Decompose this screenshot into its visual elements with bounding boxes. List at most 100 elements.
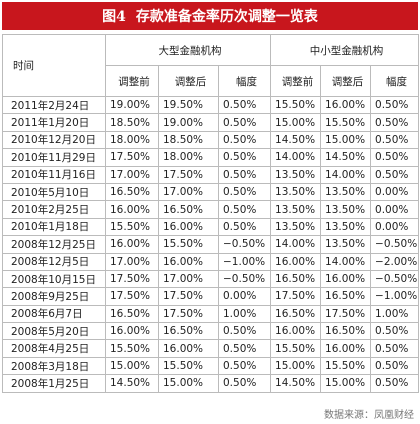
rate-cell: 0.50%: [217, 130, 272, 150]
rate-cell: 17.50%: [320, 304, 372, 324]
date-cell: 2008年4月25日: [2, 339, 106, 358]
column-header: 调整后: [158, 65, 219, 97]
rate-cell: 16.50%: [320, 287, 372, 306]
table-row: 2008年3月18日 15.00% 15.50% 0.50% 15.00% 15.50% 0…: [2, 356, 420, 376]
rate-cell: 14.50%: [320, 148, 372, 167]
date-cell: 2008年5月20日: [2, 322, 106, 341]
data-table: 时间 大型金融机构 中小型金融机构 调整前 调整后 幅度 调整前 调整后 幅度 2011年…: [2, 34, 420, 393]
rate-cell: 16.00%: [158, 339, 219, 358]
rate-cell: 0.50%: [217, 113, 272, 132]
rate-cell: −2.00%: [370, 252, 420, 271]
rate-cell: 0.50%: [370, 339, 420, 358]
rate-cell: 19.00%: [105, 95, 159, 115]
rate-cell: 16.00%: [105, 200, 159, 219]
rate-cell: 15.00%: [158, 374, 219, 393]
rate-cell: 13.50%: [270, 165, 322, 184]
rate-cell: 14.00%: [270, 235, 322, 254]
rate-cell: 15.00%: [270, 113, 322, 132]
table-row: 2008年12月5日 17.00% 16.00% −1.00% 16.00% 14.00%…: [2, 252, 420, 271]
rate-cell: 13.50%: [270, 182, 322, 202]
table-row: 2008年4月25日 15.50% 16.00% 0.50% 15.50% 16.00% 0…: [2, 339, 420, 358]
table-row: 2008年6月7日 16.50% 17.50% 1.00% 16.50% 17.50% 1.…: [2, 304, 420, 324]
rate-cell: 0.50%: [217, 95, 272, 115]
rate-cell: 16.50%: [270, 304, 322, 324]
rate-cell: 0.50%: [217, 356, 272, 376]
rate-cell: 16.00%: [270, 252, 322, 271]
date-cell: 2010年2月25日: [2, 200, 106, 219]
rate-cell: 1.00%: [370, 304, 420, 324]
rate-cell: 18.00%: [158, 148, 219, 167]
rate-cell: 16.50%: [320, 322, 372, 341]
rate-cell: 15.50%: [270, 95, 322, 115]
rate-cell: −0.50%: [217, 269, 272, 289]
rate-cell: 17.00%: [158, 182, 219, 202]
rate-cell: 0.50%: [217, 200, 272, 219]
rate-cell: 13.50%: [320, 182, 372, 202]
date-cell: 2008年12月5日: [2, 252, 106, 271]
table-row: 2008年1月25日 14.50% 15.00% 0.50% 14.50% 15.00% 0…: [2, 374, 420, 393]
title: 存款准备金率历次调整一览表: [135, 9, 318, 25]
column-header: 调整后: [320, 65, 372, 97]
table-row: 2008年12月25日 16.00% 15.50% −0.50% 14.00% 13.50…: [2, 235, 420, 254]
rate-cell: −1.00%: [217, 252, 272, 271]
date-cell: 2008年9月25日: [2, 287, 106, 306]
group-header: 中小型金融机构: [270, 34, 420, 66]
date-cell: 2008年6月7日: [2, 304, 106, 324]
rate-cell: 18.50%: [158, 130, 219, 150]
date-cell: 2010年12月20日: [2, 130, 106, 150]
rate-cell: 18.50%: [105, 113, 159, 132]
rate-cell: 0.50%: [217, 339, 272, 358]
title-bar: 图4 存款准备金率历次调整一览表: [2, 2, 418, 30]
table-row: 2010年5月10日 16.50% 17.00% 0.50% 13.50% 13.50% 0…: [2, 182, 420, 202]
rate-cell: −0.50%: [217, 235, 272, 254]
rate-cell: 13.50%: [270, 217, 322, 237]
column-header: 幅度: [217, 65, 272, 97]
date-cell: 2010年5月10日: [2, 182, 106, 202]
rate-cell: 16.50%: [105, 182, 159, 202]
date-cell: 2008年10月15日: [2, 269, 106, 289]
rate-cell: 14.00%: [270, 148, 322, 167]
rate-cell: 16.00%: [158, 217, 219, 237]
rate-cell: 0.50%: [370, 95, 420, 115]
rate-cell: 0.50%: [370, 374, 420, 393]
date-cell: 2010年11月16日: [2, 165, 106, 184]
rate-cell: 0.50%: [370, 113, 420, 132]
table-row: 2010年12月20日 18.00% 18.50% 0.50% 14.50% 15.00%…: [2, 130, 420, 150]
rate-cell: 15.50%: [320, 113, 372, 132]
rate-cell: 15.00%: [320, 374, 372, 393]
rate-cell: 0.00%: [370, 200, 420, 219]
date-cell: 2010年1月18日: [2, 217, 106, 237]
group-header: 大型金融机构: [104, 34, 272, 66]
rate-cell: 16.50%: [158, 322, 219, 341]
table-row: 2010年11月16日 17.00% 17.50% 0.50% 13.50% 14.00%…: [2, 165, 420, 184]
date-cell: 2008年3月18日: [2, 356, 106, 376]
rate-cell: 19.00%: [158, 113, 219, 132]
rate-cell: 0.50%: [217, 217, 272, 237]
rate-cell: 15.00%: [320, 130, 372, 150]
rate-cell: 0.50%: [370, 165, 420, 184]
table-row: 2008年5月20日 16.00% 16.50% 0.50% 16.00% 16.50% 0…: [2, 322, 420, 341]
rate-cell: 0.50%: [370, 356, 420, 376]
column-header: 调整前: [105, 65, 159, 97]
rate-cell: 16.50%: [158, 200, 219, 219]
rate-cell: 15.50%: [158, 356, 219, 376]
date-cell: 2008年1月25日: [2, 374, 106, 393]
rate-cell: −0.50%: [370, 235, 420, 254]
rate-cell: 16.50%: [270, 269, 322, 289]
rate-cell: 16.00%: [270, 322, 322, 341]
rate-cell: 17.50%: [158, 304, 219, 324]
table-row: 2010年11月29日 17.50% 18.00% 0.50% 14.00% 14.50%…: [2, 148, 420, 167]
rate-cell: 14.00%: [320, 165, 372, 184]
rate-cell: 0.50%: [217, 322, 272, 341]
rate-cell: 17.50%: [158, 287, 219, 306]
rate-cell: 17.50%: [270, 287, 322, 306]
column-header: 幅度: [370, 65, 420, 97]
rate-cell: 1.00%: [217, 304, 272, 324]
rate-cell: 14.50%: [270, 374, 322, 393]
rate-cell: 0.00%: [370, 217, 420, 237]
rate-cell: 15.50%: [320, 356, 372, 376]
column-header: 调整前: [270, 65, 322, 97]
rate-cell: 13.50%: [320, 217, 372, 237]
table-row: 2008年10月15日 17.50% 17.00% −0.50% 16.50% 16.00…: [2, 269, 420, 289]
rate-cell: 17.00%: [105, 165, 159, 184]
